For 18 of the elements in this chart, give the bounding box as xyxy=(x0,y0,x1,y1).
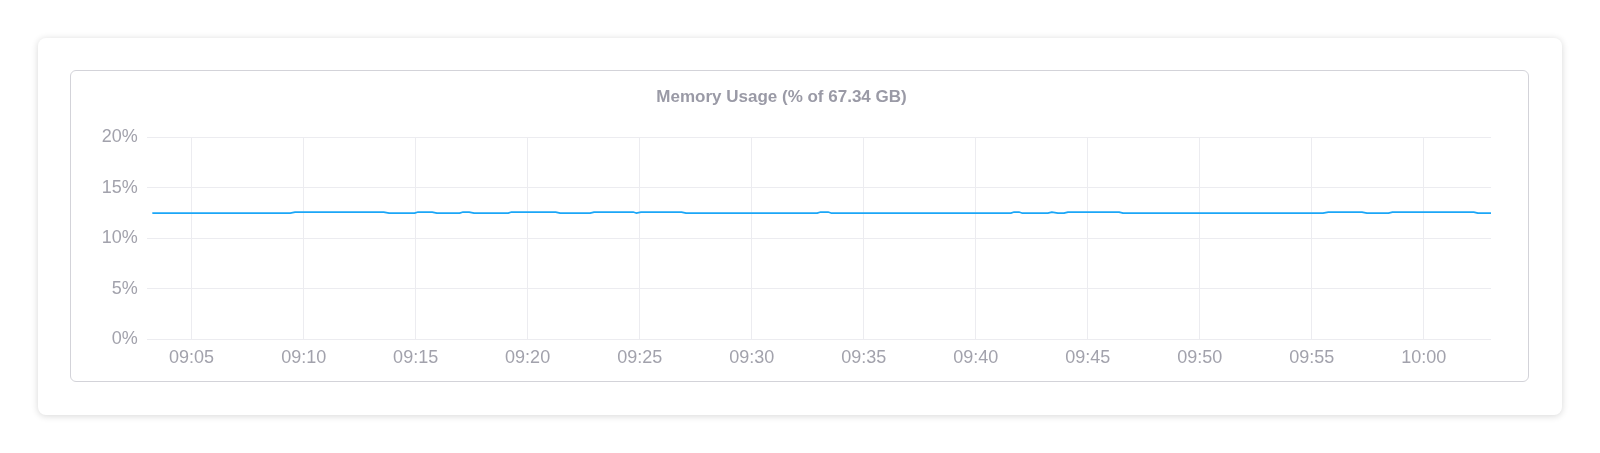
x-tick-label: 09:25 xyxy=(617,347,663,368)
x-tick-label: 09:45 xyxy=(1065,347,1111,368)
y-tick-label: 10% xyxy=(101,227,138,248)
x-tick-label: 09:30 xyxy=(729,347,775,368)
x-tick-label: 09:10 xyxy=(281,347,327,368)
chart-title: Memory Usage (% of 67.34 GB) xyxy=(656,86,907,106)
y-tick-label: 5% xyxy=(111,277,138,298)
x-tick-label: 09:20 xyxy=(505,347,551,368)
y-tick-label: 20% xyxy=(101,126,138,147)
x-tick-label: 09:40 xyxy=(953,347,999,368)
x-tick-label: 09:05 xyxy=(169,347,215,368)
y-tick-label: 15% xyxy=(101,176,138,197)
x-tick-label: 09:50 xyxy=(1177,347,1223,368)
x-tick-label: 09:35 xyxy=(841,347,887,368)
x-tick-label: 09:55 xyxy=(1289,347,1335,368)
x-tick-label: 09:15 xyxy=(393,347,439,368)
y-tick-label: 0% xyxy=(111,328,138,349)
x-tick-label: 10:00 xyxy=(1401,347,1447,368)
